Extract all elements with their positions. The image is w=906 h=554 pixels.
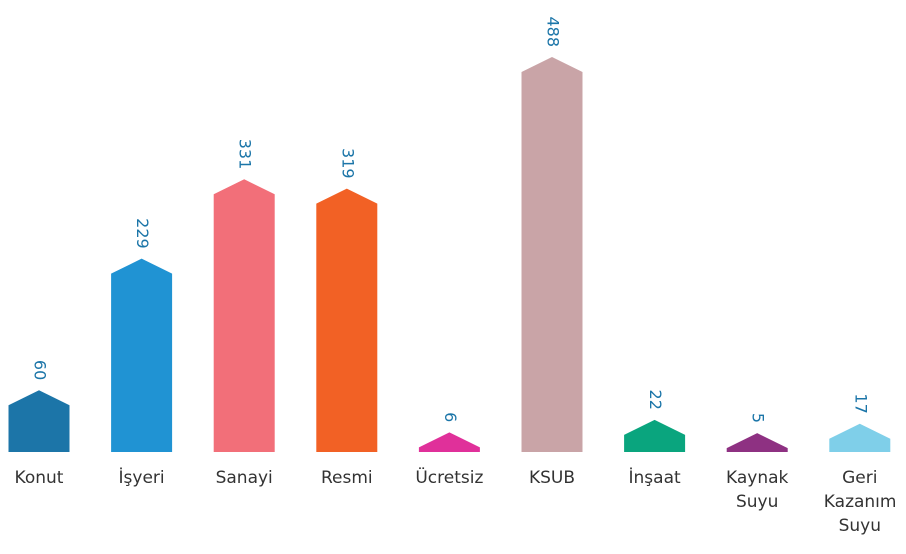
value-label: 22 — [646, 390, 665, 410]
category-label: Sanayi — [215, 468, 273, 488]
category-label: Resmi — [320, 468, 373, 488]
category-label: Ücretsiz — [415, 468, 484, 488]
bar — [213, 179, 275, 453]
bar — [418, 432, 480, 452]
category-label: Geri Kazanım Suyu — [823, 468, 897, 536]
value-label: 229 — [133, 218, 152, 249]
value-label: 17 — [851, 393, 870, 413]
value-label: 60 — [31, 360, 50, 380]
category-label: Kaynak Suyu — [726, 468, 789, 512]
bar — [111, 258, 173, 452]
bar — [624, 419, 686, 452]
category-label: İnşaat — [628, 468, 681, 488]
bar — [8, 390, 70, 452]
category-label: Konut — [14, 468, 64, 488]
value-label: 319 — [338, 148, 357, 179]
value-label: 488 — [544, 16, 563, 47]
category-label: KSUB — [528, 468, 576, 488]
bar — [829, 423, 891, 452]
value-label: 6 — [441, 412, 460, 422]
value-label: 5 — [749, 413, 768, 423]
bar — [316, 188, 378, 452]
bar — [521, 57, 583, 452]
value-label: 331 — [236, 139, 255, 170]
category-label: İşyeri — [118, 468, 165, 488]
bar — [726, 433, 788, 452]
